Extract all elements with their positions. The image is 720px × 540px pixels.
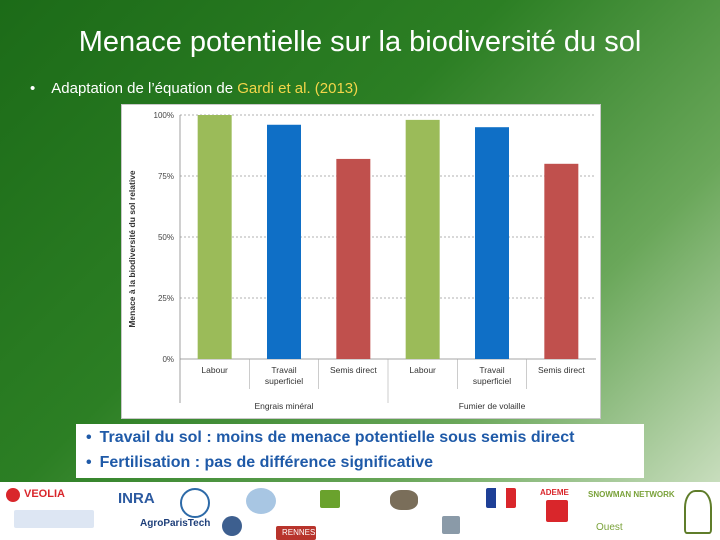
logo-ademe: ADEME [540, 488, 569, 497]
cirad-icon [222, 516, 242, 536]
partner-banner-icon [14, 510, 94, 528]
y-tick-label: 25% [158, 294, 174, 303]
cloud-logo-icon [246, 488, 276, 514]
bullet-symbol: • [86, 454, 92, 471]
x-tick-label: Semis direct [538, 365, 585, 375]
x-tick-label: Travail [479, 365, 504, 375]
plant-logo-icon [684, 490, 712, 534]
logo-inra: INRA [118, 490, 155, 507]
rock-logo-icon [442, 516, 460, 534]
rennes-banner-icon [276, 526, 316, 540]
note-text: Fertilisation : pas de différence signif… [99, 454, 434, 471]
logo-agroparistech: AgroParisTech [140, 518, 211, 529]
agrocampus-seal-icon [180, 488, 210, 518]
x-tick-label: Travail [271, 365, 296, 375]
bar-4 [405, 119, 440, 359]
bar-chart: 0% 25% 50% 75% 100% Menace à la biodiversité … [127, 111, 596, 411]
y-tick-label: 0% [162, 355, 174, 364]
leaf-logo-icon [320, 490, 340, 508]
source-text: Adaptation de l’équation de [51, 80, 238, 97]
y-tick-label: 50% [158, 233, 174, 242]
bird-logo-icon [390, 490, 418, 510]
y-axis-title: Menace à la biodiversité du sol relative [127, 170, 137, 328]
ademe-mark-icon [546, 500, 568, 522]
note-line-1: • Travail du sol : moins de menace potent… [86, 429, 574, 447]
notes-box: • Travail du sol : moins de menace potent… [76, 424, 644, 478]
logo-ouest: Ouest [596, 522, 623, 533]
bar-6 [544, 163, 579, 359]
y-tick-label: 75% [158, 172, 174, 181]
logo-veolia: VEOLIA [24, 488, 65, 500]
partner-logos-strip: VEOLIA INRA AgroParisTech RENNES ADEME S… [0, 482, 720, 540]
x-tick-label: superficiel [473, 376, 511, 386]
slide-title: Menace potentielle sur la biodiversité d… [78, 26, 642, 58]
group-label: Engrais minéral [254, 401, 313, 411]
bullet-symbol: • [30, 80, 36, 97]
french-flag-icon [486, 488, 516, 508]
bar-1 [197, 115, 232, 359]
logo-snowman: SNOWMAN NETWORK [588, 490, 675, 499]
x-tick-label: Labour [409, 365, 436, 375]
bar-2 [267, 124, 301, 359]
note-line-2: • Fertilisation : pas de différence signi… [86, 454, 433, 472]
veolia-icon [6, 488, 20, 502]
bar-5 [475, 127, 509, 359]
note-text: Travail du sol : moins de menace potenti… [99, 429, 575, 446]
group-label: Fumier de volaille [459, 401, 526, 411]
logo-rennes: RENNES [282, 528, 316, 537]
source-bullet: • Adaptation de l’équation de Gardi et al… [30, 80, 358, 97]
x-tick-label: Semis direct [330, 365, 377, 375]
x-tick-label: Labour [201, 365, 228, 375]
chart-container: 0% 25% 50% 75% 100% Menace à la biodiversité … [121, 104, 601, 419]
bar-3 [336, 158, 371, 359]
bullet-symbol: • [86, 429, 92, 446]
y-tick-label: 100% [154, 111, 174, 120]
x-tick-label: superficiel [265, 376, 303, 386]
source-citation: Gardi et al. (2013) [237, 80, 359, 97]
